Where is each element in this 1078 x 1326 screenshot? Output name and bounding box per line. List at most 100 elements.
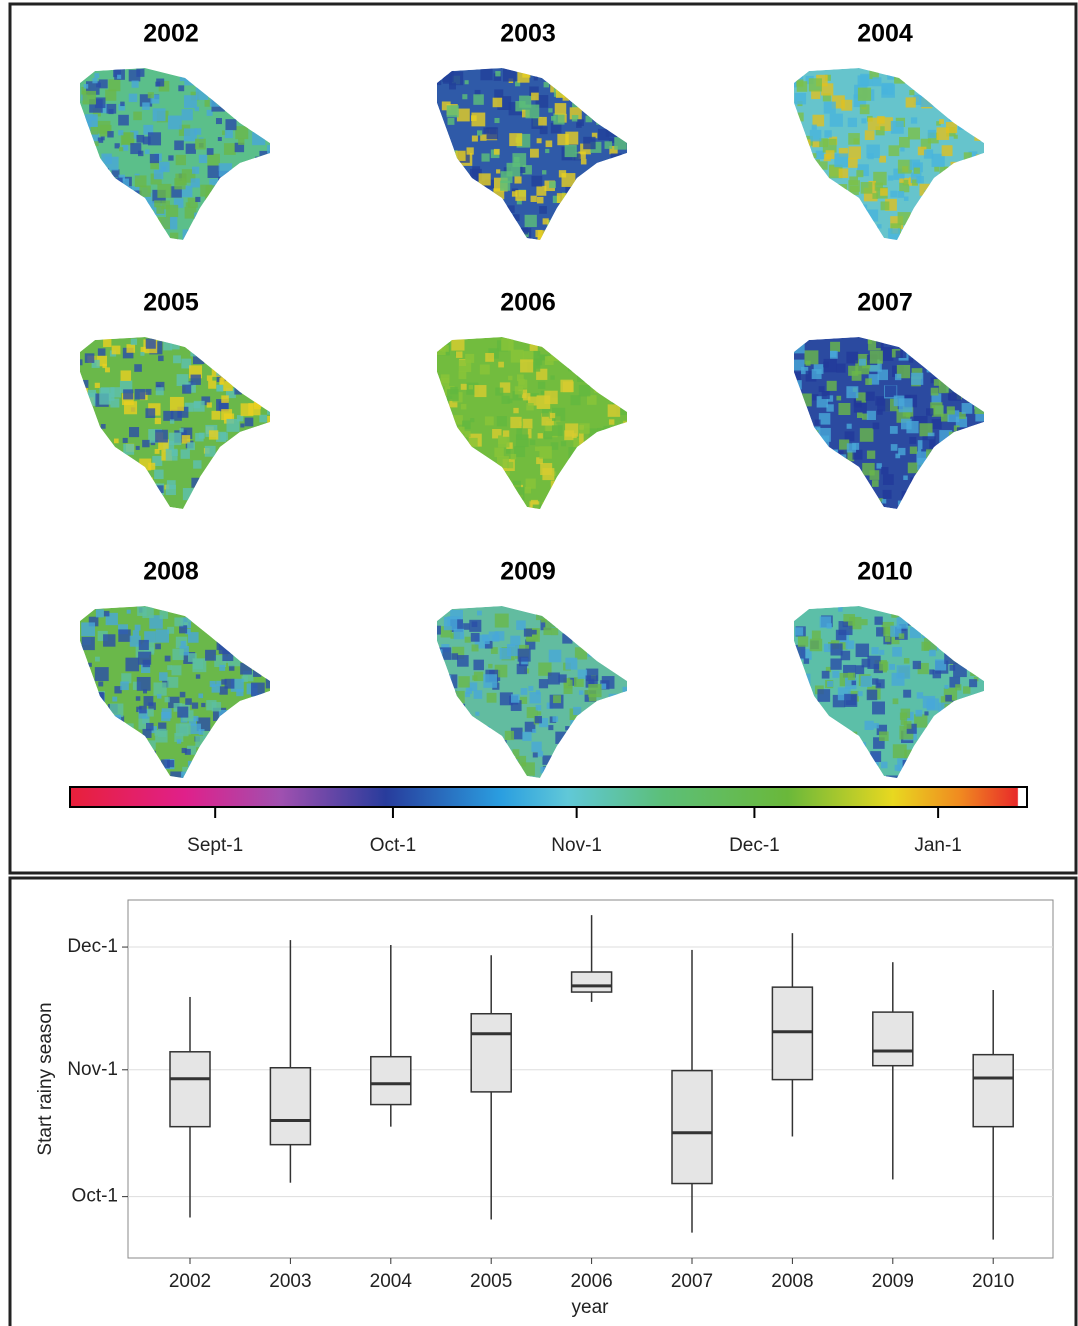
map-title: 2003: [500, 20, 556, 48]
map-pixel: [455, 351, 463, 358]
y-tick-label: Nov-1: [67, 1059, 118, 1080]
map-pixel: [969, 437, 976, 445]
map-pixel: [437, 135, 443, 146]
map-pixel: [152, 108, 166, 122]
map-pixel: [844, 490, 853, 499]
map-pixel: [195, 735, 207, 748]
map-pixel: [188, 345, 194, 351]
map-pixel: [155, 485, 164, 494]
map-pixel: [241, 762, 249, 770]
map-pixel: [961, 441, 972, 452]
map-pixel: [229, 489, 236, 496]
map-pixel: [170, 68, 176, 74]
map-pixel: [948, 109, 961, 121]
map-pixel: [475, 711, 480, 716]
map-pixel: [545, 140, 553, 148]
map-pixel: [253, 184, 260, 190]
map-pixel: [914, 714, 928, 728]
map-pixel: [441, 101, 451, 111]
map-pixel: [877, 116, 885, 124]
map-pixel: [116, 759, 122, 765]
map-pixel: [468, 234, 481, 240]
map-pixel: [511, 191, 518, 197]
map-pixel: [103, 634, 116, 647]
map-pixel: [570, 720, 580, 730]
map-pixel: [949, 185, 958, 194]
map-pixel: [954, 166, 963, 176]
map-pixel: [606, 749, 613, 756]
map-pixel: [560, 441, 567, 447]
map-pixel: [587, 450, 601, 465]
map-pixel: [828, 206, 839, 217]
map-pixel: [268, 668, 270, 676]
map-pixel: [136, 676, 151, 691]
map-pixel: [223, 616, 234, 626]
map-pixel: [227, 741, 233, 747]
x-tick-label: 2007: [671, 1271, 713, 1292]
map-pixel: [879, 661, 889, 671]
map-pixel: [249, 367, 261, 378]
map-pixel: [913, 167, 920, 174]
map-pixel: [145, 408, 156, 418]
map-pixel: [930, 387, 939, 396]
map-pixel: [920, 138, 931, 149]
map-pixel: [882, 489, 892, 499]
map-pixel: [562, 633, 573, 644]
map-pixel: [551, 115, 556, 121]
map-pixel: [112, 696, 118, 702]
map-pixel: [920, 82, 926, 88]
map-pixel: [187, 745, 197, 755]
map-pixel: [831, 755, 845, 769]
map-pixel: [228, 643, 236, 652]
map-pixel: [556, 193, 567, 204]
map-pixel: [903, 475, 908, 480]
map-pixel: [832, 670, 840, 678]
map-pixel: [603, 651, 616, 664]
map-pixel: [843, 731, 858, 746]
map-pixel: [89, 493, 100, 504]
map-pixel: [804, 164, 816, 176]
map-pixel: [855, 775, 869, 778]
map-pixel: [615, 461, 622, 468]
map-pixel: [139, 185, 151, 197]
map-pixel: [551, 70, 561, 79]
map-pixel: [850, 207, 861, 219]
map-pixel: [206, 345, 211, 350]
map-pixel: [543, 627, 552, 636]
map-pixel: [829, 457, 840, 468]
map-pixel: [232, 193, 242, 202]
map-pixel: [941, 145, 953, 157]
map-pixel: [882, 474, 894, 485]
map-pixel: [217, 181, 231, 195]
map-pixel: [216, 768, 226, 778]
map-pixel: [206, 700, 217, 711]
map-pixel: [850, 738, 859, 747]
map-pixel: [855, 392, 867, 403]
map-pixel: [854, 400, 862, 408]
map-pixel: [808, 717, 813, 723]
map-pixel: [867, 117, 881, 131]
map-pixel: [868, 374, 880, 385]
map-pixel: [228, 633, 240, 645]
map-pixel: [593, 381, 606, 393]
map-pixel: [861, 413, 869, 420]
map-pixel: [245, 374, 253, 382]
map-pixel: [565, 131, 579, 145]
map-pixel: [131, 745, 144, 757]
map-pixel: [938, 774, 949, 778]
map-pixel: [187, 614, 195, 622]
map-pixel: [532, 504, 542, 509]
map-pixel: [223, 469, 235, 480]
map-pixel: [966, 741, 972, 747]
map-pixel: [548, 649, 562, 663]
map-pixel: [255, 495, 263, 503]
map-pixel: [842, 621, 849, 628]
map-pixel: [804, 150, 813, 159]
map-pixel: [822, 742, 828, 749]
map-pixel: [819, 616, 832, 628]
map-pixel: [457, 763, 470, 777]
map-pixel: [104, 765, 117, 778]
map-pixel: [219, 380, 224, 385]
map-pixel: [179, 625, 188, 634]
map-pixel: [165, 484, 176, 496]
